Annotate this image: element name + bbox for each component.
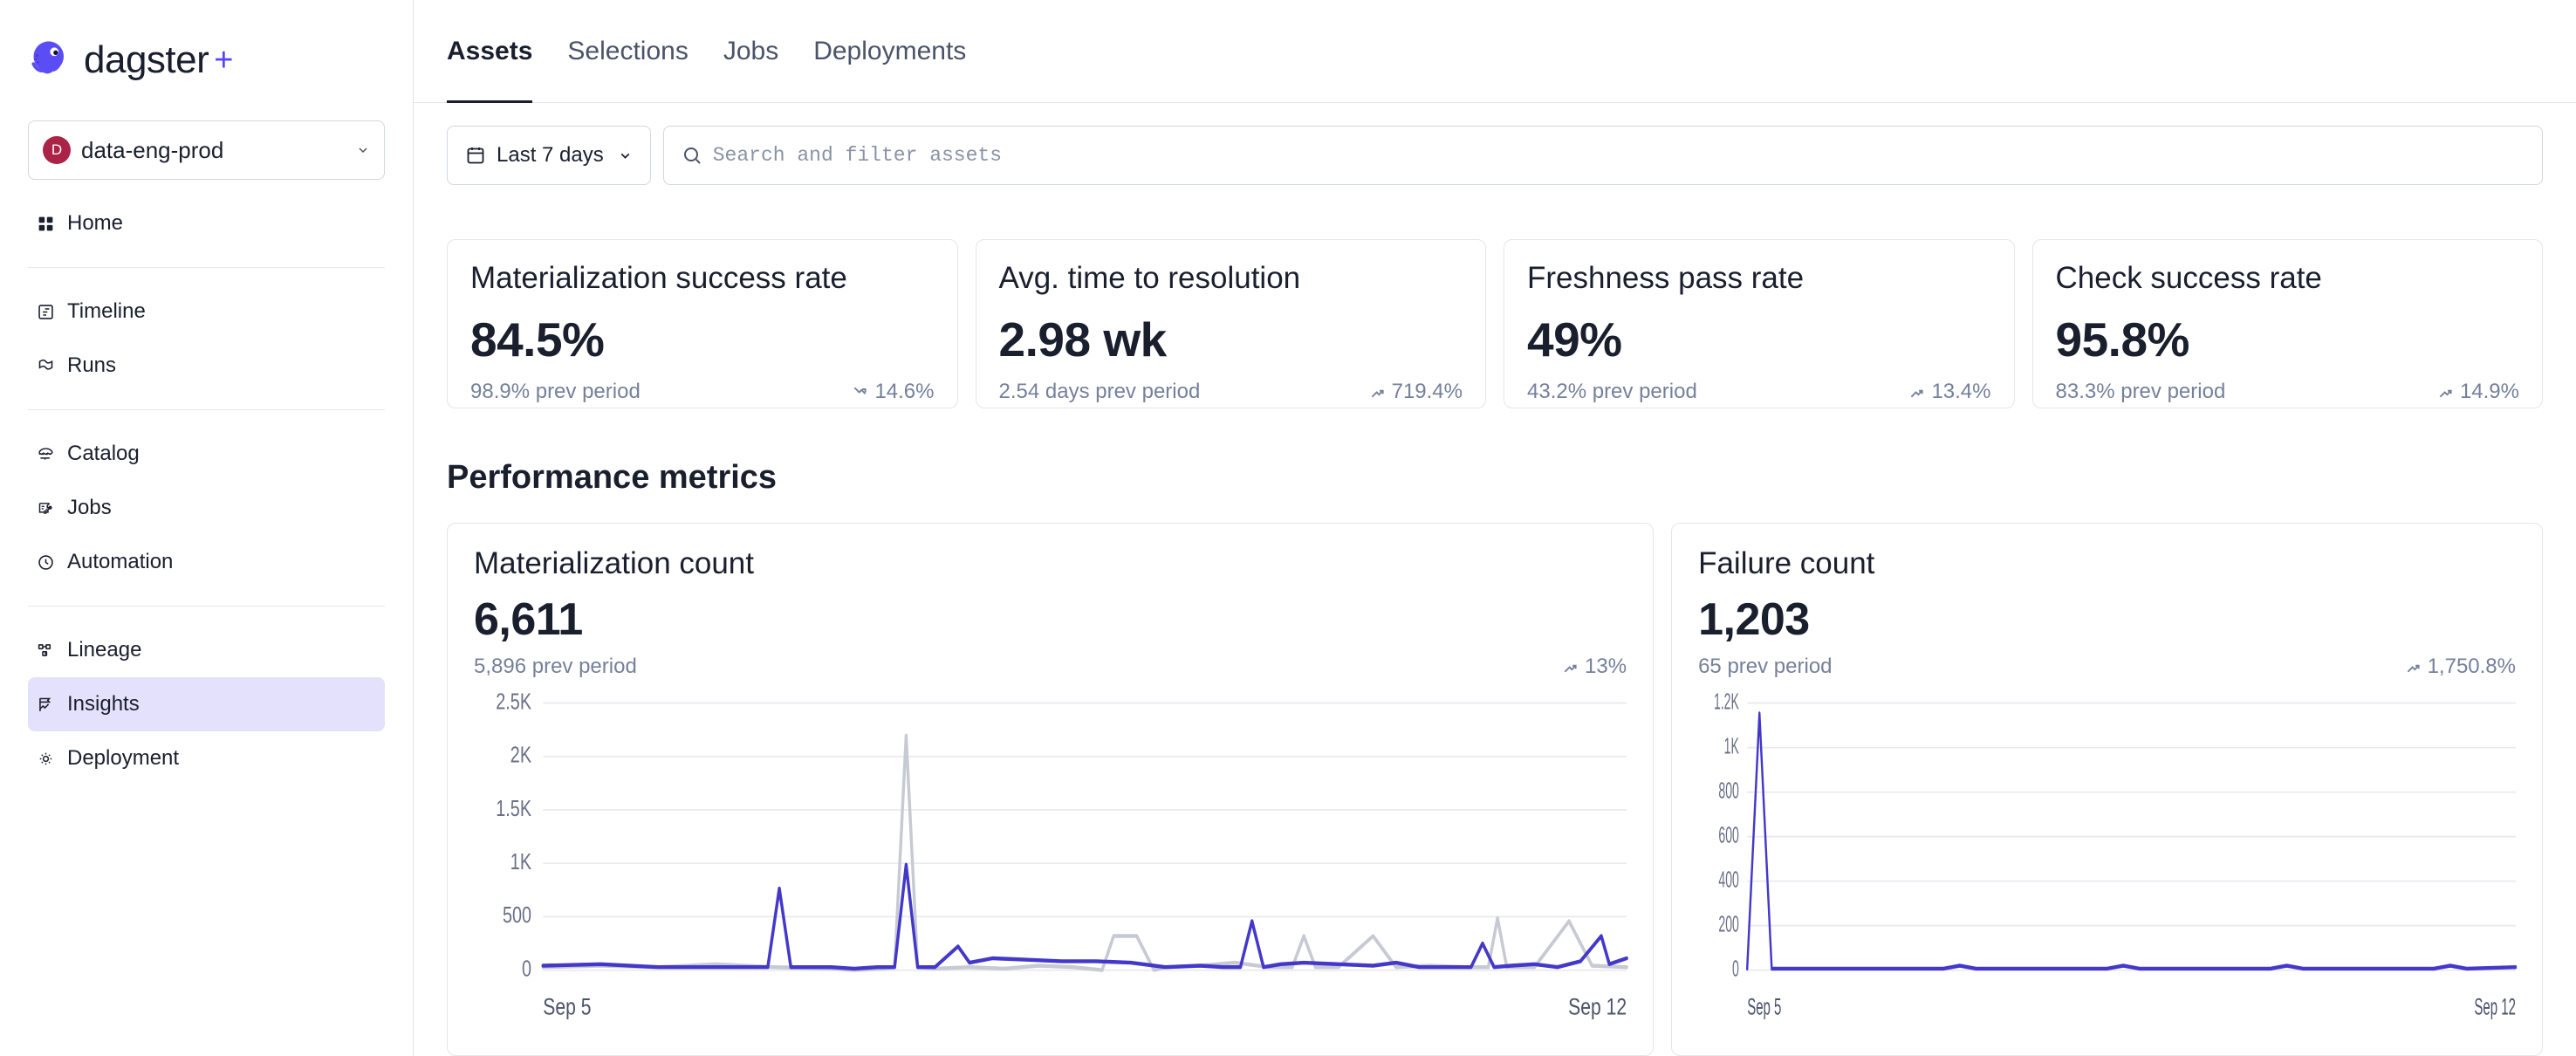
svg-text:1K: 1K	[1724, 734, 1739, 758]
svg-text:0: 0	[1732, 957, 1739, 981]
svg-text:1K: 1K	[510, 849, 531, 874]
svg-text:Sep 5: Sep 5	[543, 994, 591, 1020]
svg-text:800: 800	[1718, 778, 1738, 803]
svg-text:500: 500	[503, 902, 531, 928]
svg-text:Sep 12: Sep 12	[2474, 993, 2516, 1020]
svg-text:1.2K: 1.2K	[1714, 689, 1739, 714]
svg-text:Sep 5: Sep 5	[1747, 993, 1781, 1020]
svg-text:200: 200	[1718, 912, 1738, 936]
svg-text:400: 400	[1718, 867, 1738, 892]
svg-text:1.5K: 1.5K	[496, 795, 531, 820]
svg-text:2K: 2K	[510, 742, 531, 767]
svg-text:Sep 12: Sep 12	[1568, 994, 1627, 1020]
svg-text:600: 600	[1718, 823, 1738, 847]
svg-text:2.5K: 2.5K	[496, 689, 531, 714]
svg-text:0: 0	[522, 956, 531, 981]
